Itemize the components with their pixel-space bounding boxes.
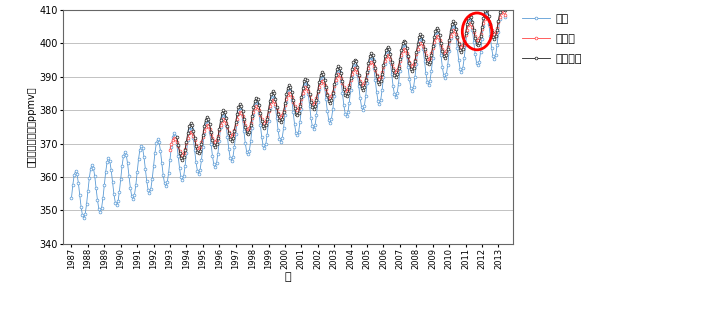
南鳥島 [501, 13, 510, 17]
Y-axis label: 二酸化炭素濃度（ppmv）: 二酸化炭素濃度（ppmv） [27, 86, 37, 167]
南鳥島 [304, 89, 312, 93]
Line: 与那国島: 与那国島 [176, 1, 507, 161]
綿里 [103, 160, 111, 164]
与那国島 [361, 79, 370, 82]
Line: 南鳥島: 南鳥島 [169, 9, 507, 156]
与那国島 [211, 145, 219, 149]
綿里 [282, 100, 290, 104]
南鳥島 [178, 153, 186, 157]
X-axis label: 年: 年 [285, 272, 292, 282]
綿里 [67, 196, 76, 200]
与那国島 [438, 49, 446, 53]
与那国島 [178, 158, 186, 162]
与那国島 [299, 86, 307, 90]
綿里 [498, 4, 507, 8]
綿里 [501, 15, 510, 19]
南鳥島 [189, 134, 198, 137]
与那国島 [498, 0, 507, 4]
南鳥島 [420, 49, 429, 53]
与那国島 [416, 32, 425, 36]
綿里 [387, 72, 396, 76]
南鳥島 [498, 9, 507, 13]
綿里 [351, 61, 359, 65]
南鳥島 [166, 148, 174, 152]
綿里 [185, 128, 193, 132]
与那国島 [173, 135, 181, 139]
与那国島 [501, 8, 510, 12]
与那国島 [500, 2, 508, 6]
南鳥島 [349, 68, 358, 72]
綿里 [363, 81, 371, 85]
Legend: 綿里, 南鳥島, 与那国島: 綿里, 南鳥島, 与那国島 [517, 10, 586, 68]
Line: 綿里: 綿里 [70, 4, 507, 220]
南鳥島 [493, 26, 501, 30]
南鳥島 [293, 108, 302, 112]
綿里 [79, 216, 88, 220]
